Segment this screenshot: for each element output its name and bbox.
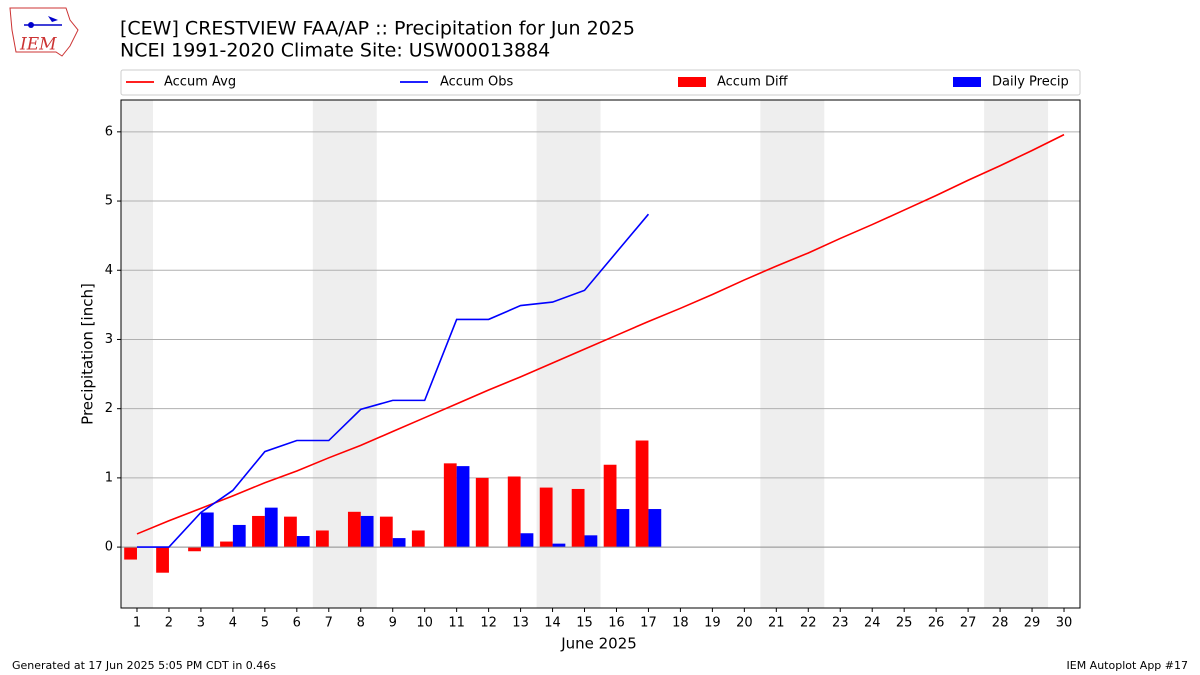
x-axis-label: June 2025 [560, 635, 637, 653]
x-tick-label: 9 [389, 616, 397, 631]
x-tick-label: 21 [768, 616, 785, 631]
legend-label: Accum Obs [440, 75, 513, 90]
weekend-shade [984, 100, 1049, 608]
bar [443, 463, 457, 548]
line [136, 213, 650, 548]
x-tick-label: 3 [197, 616, 205, 631]
bar [539, 487, 553, 548]
bar [360, 515, 374, 548]
weekend-shade [121, 100, 153, 608]
x-tick-label: 1 [133, 616, 141, 631]
x-tick-label: 25 [896, 616, 913, 631]
y-axis-label: Precipitation [inch] [79, 283, 97, 425]
y-tick-label: 2 [105, 401, 113, 416]
x-tick-label: 22 [800, 616, 817, 631]
footer-left: Generated at 17 Jun 2025 5:05 PM CDT in … [12, 659, 276, 672]
y-tick-label: 5 [105, 194, 113, 209]
x-tick-label: 5 [261, 616, 269, 631]
bar [616, 509, 630, 548]
x-tick-label: 10 [416, 616, 433, 631]
legend-label: Accum Diff [717, 75, 789, 90]
bar [475, 477, 489, 548]
y-tick-label: 3 [105, 332, 113, 347]
y-tick-label: 1 [105, 470, 113, 485]
x-tick-label: 4 [229, 616, 237, 631]
bar [296, 536, 310, 548]
y-tick-label: 0 [105, 540, 113, 555]
x-tick-label: 23 [832, 616, 849, 631]
bar [507, 476, 521, 548]
bar [252, 515, 265, 548]
bar [124, 547, 137, 560]
x-tick-label: 13 [512, 616, 529, 631]
x-tick-label: 27 [960, 616, 977, 631]
bar [411, 530, 425, 548]
bar [552, 543, 566, 548]
bar [379, 516, 393, 548]
x-tick-label: 28 [992, 616, 1009, 631]
x-tick-label: 8 [357, 616, 365, 631]
chart-subtitle: NCEI 1991-2020 Climate Site: USW00013884 [120, 40, 550, 62]
x-tick-label: 19 [704, 616, 721, 631]
legend-swatch [953, 77, 981, 87]
legend-box [120, 69, 1081, 96]
bar [347, 511, 361, 548]
x-tick-label: 29 [1024, 616, 1041, 631]
x-tick-label: 11 [448, 616, 465, 631]
legend-label: Accum Avg [164, 75, 236, 90]
y-tick-label: 6 [105, 124, 113, 139]
y-tick-label: 4 [105, 263, 113, 278]
weekend-shade [760, 100, 825, 608]
bar [392, 538, 406, 548]
bar [220, 541, 233, 548]
bar [156, 547, 169, 573]
legend-label: Daily Precip [992, 75, 1069, 90]
x-tick-label: 20 [736, 616, 753, 631]
logo: IEM [9, 7, 79, 57]
line [136, 133, 1065, 535]
x-tick-label: 17 [640, 616, 657, 631]
footer-right: IEM Autoplot App #17 [1067, 659, 1189, 672]
bar [603, 464, 617, 548]
x-tick-label: 16 [608, 616, 625, 631]
x-tick-label: 14 [544, 616, 561, 631]
x-tick-label: 26 [928, 616, 945, 631]
bar [571, 488, 585, 548]
bar [584, 535, 598, 548]
bar [264, 507, 278, 548]
bar [188, 547, 201, 552]
chart-title: [CEW] CRESTVIEW FAA/AP :: Precipitation … [120, 18, 635, 40]
bar [456, 466, 470, 548]
x-tick-label: 7 [325, 616, 333, 631]
logo-text: IEM [19, 35, 57, 55]
bar [284, 516, 297, 548]
bar [315, 530, 329, 548]
x-tick-label: 2 [165, 616, 173, 631]
x-tick-label: 30 [1056, 616, 1073, 631]
bar [200, 512, 214, 548]
x-tick-label: 12 [480, 616, 497, 631]
x-tick-label: 15 [576, 616, 593, 631]
bar [648, 509, 662, 548]
bar [232, 524, 246, 548]
x-tick-label: 18 [672, 616, 689, 631]
bar [635, 440, 649, 548]
x-tick-label: 6 [293, 616, 301, 631]
x-tick-label: 24 [864, 616, 881, 631]
plot-frame [120, 99, 1081, 609]
bar [520, 533, 534, 548]
legend-swatch [678, 77, 706, 87]
